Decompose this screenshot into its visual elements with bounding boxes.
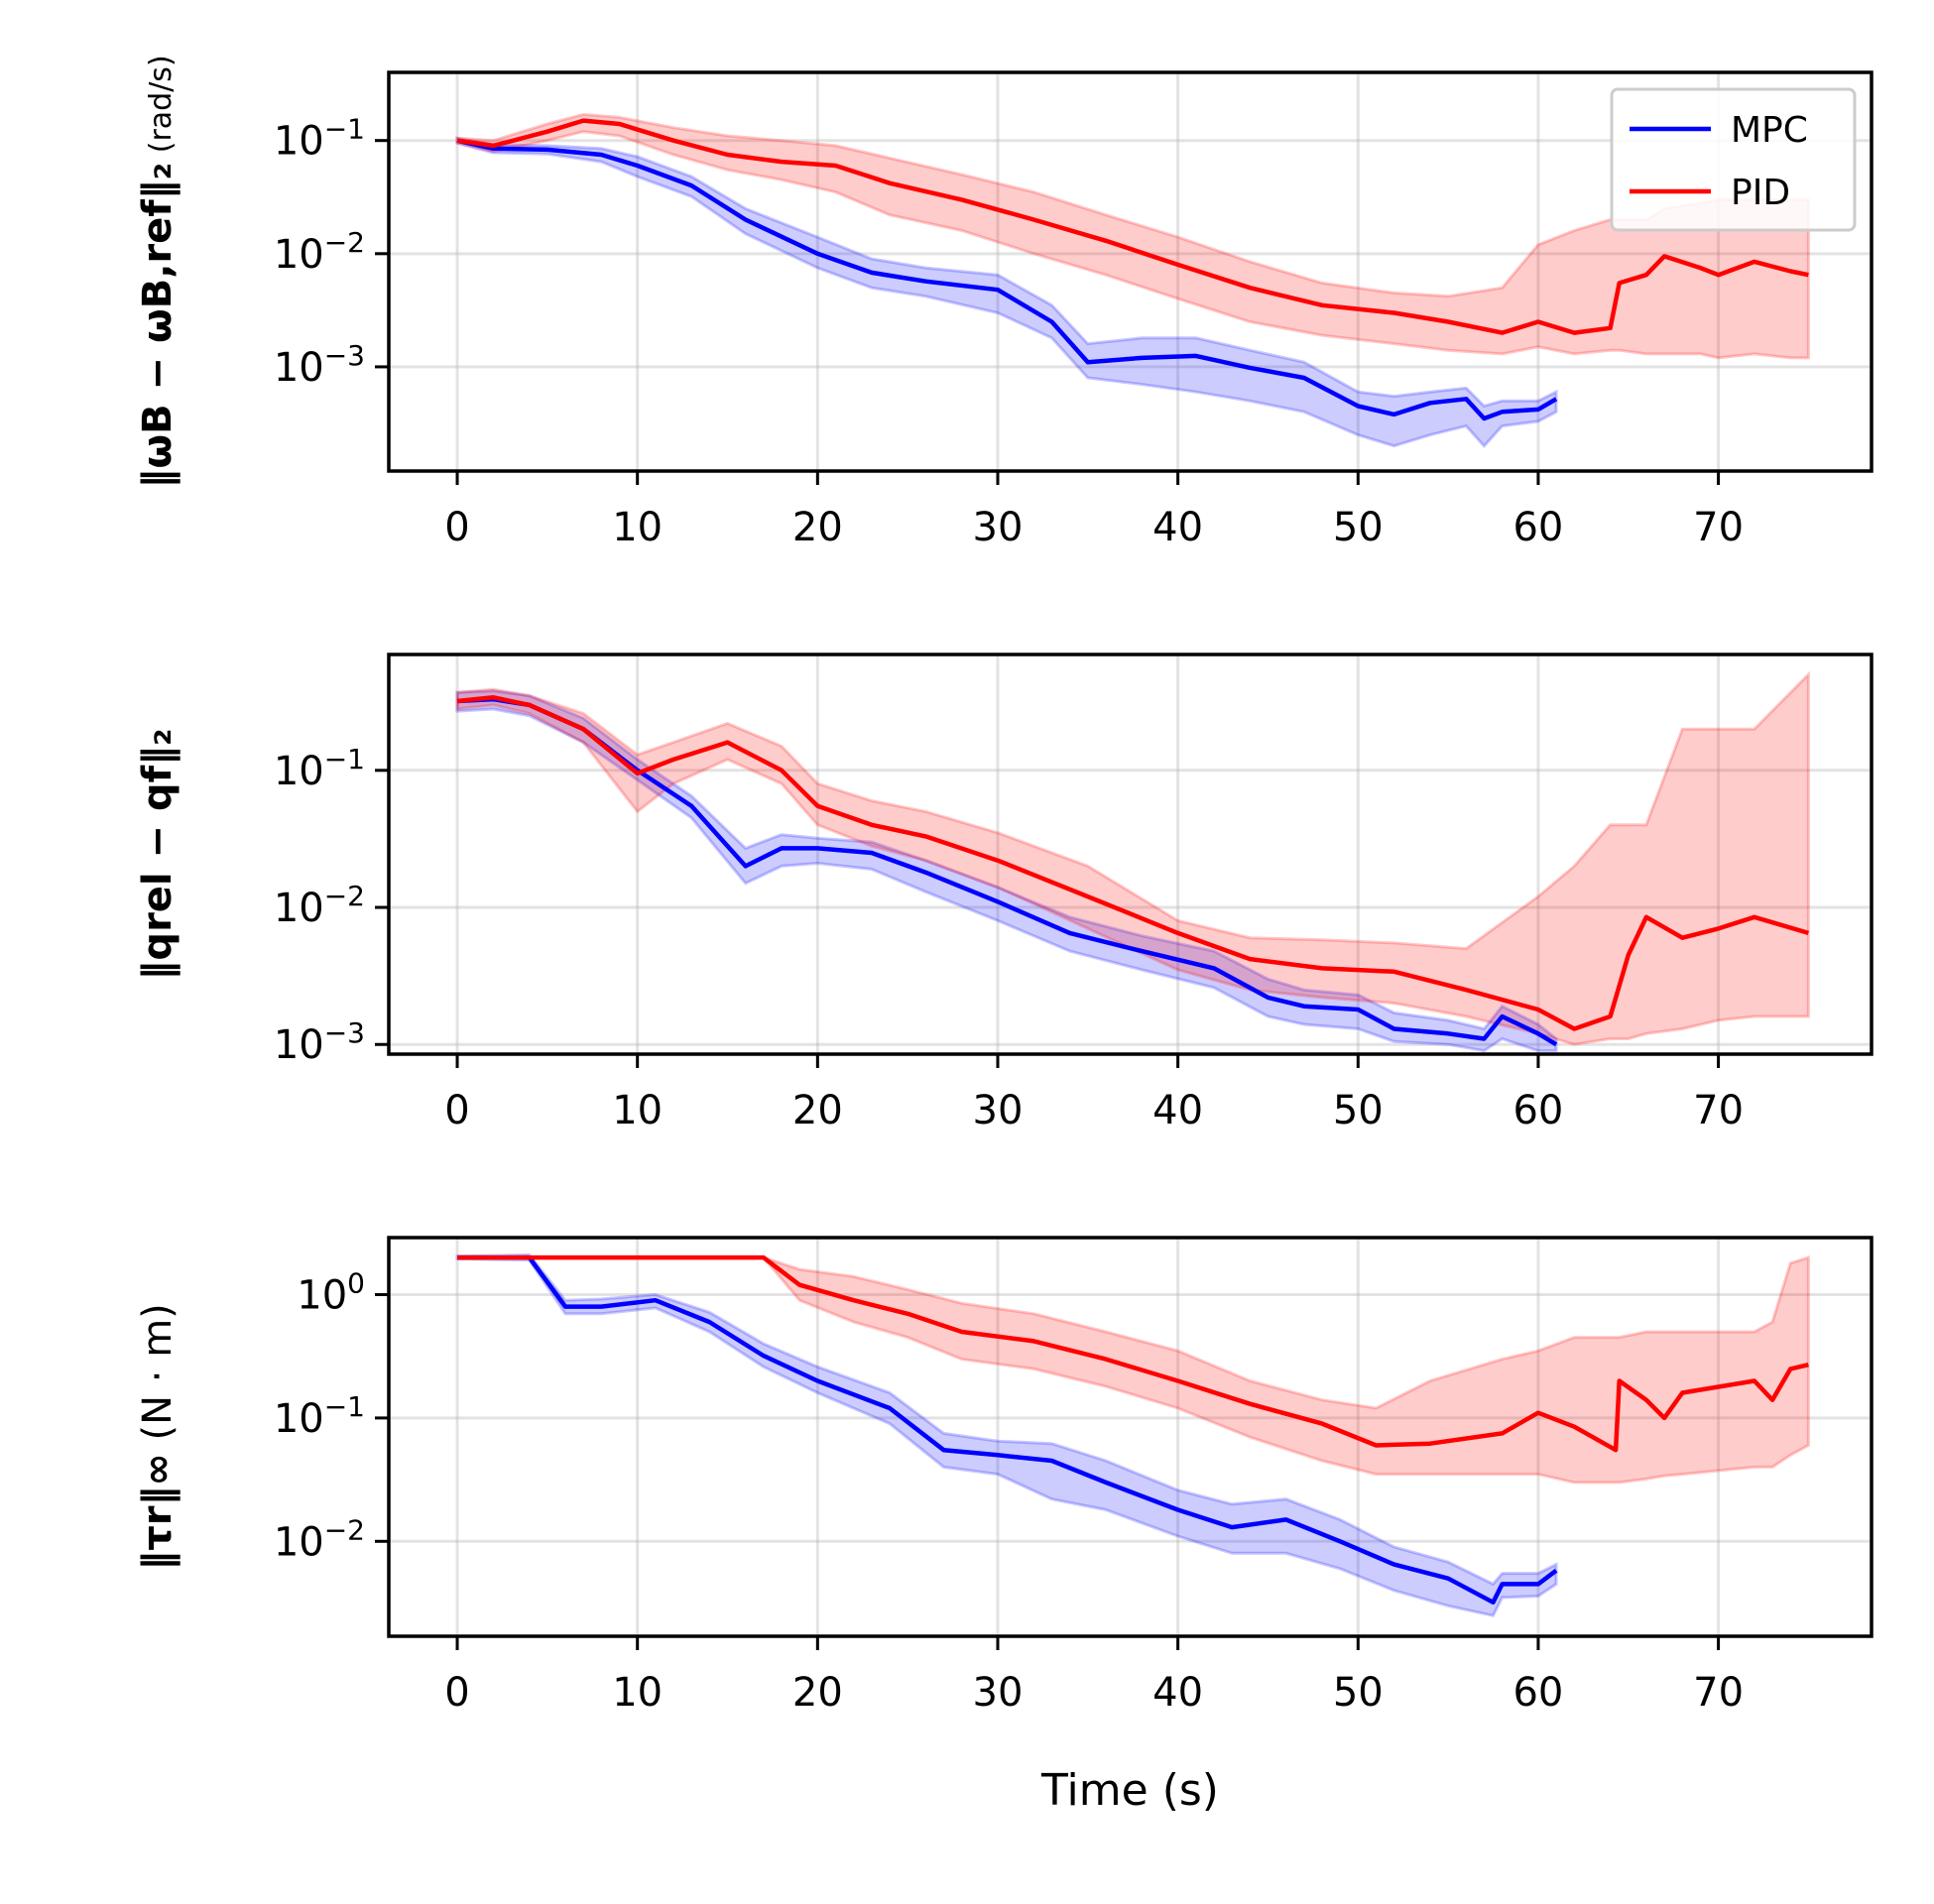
x-tick-label: 30 [973, 505, 1024, 550]
legend-label-mpc: MPC [1731, 110, 1808, 151]
y-tick-label: 100 [297, 1267, 365, 1319]
legend: MPC PID [1610, 87, 1857, 232]
y-tick-label: 10−1 [274, 743, 365, 794]
x-tick-label: 70 [1693, 1670, 1744, 1716]
x-tick-label: 20 [792, 1088, 843, 1133]
subplot-1: 0 10 20 30 40 50 60 70 10−1 10−2 10−3 ‖ωB − ωB,ref‖… [135, 55, 1874, 550]
y-axis-label: ‖ωB − ωB,ref‖₂ (rad/s) [135, 55, 181, 488]
x-tick-label: 30 [973, 1670, 1024, 1716]
x-tick-label: 30 [973, 1088, 1024, 1133]
y-tick-label: 10−2 [274, 226, 365, 278]
x-axis-label: Time (s) [1040, 1765, 1219, 1816]
plot-area [455, 112, 1810, 448]
band-pid [455, 670, 1810, 1046]
x-tick-label: 10 [612, 1088, 663, 1133]
x-tick-label: 50 [1333, 1670, 1384, 1716]
x-tick-label: 70 [1693, 505, 1744, 550]
y-tick-label: 10−3 [274, 339, 365, 391]
axes-frame [387, 70, 1874, 473]
y-tick-label: 10−1 [274, 1390, 365, 1442]
plot-area [455, 1252, 1810, 1617]
y-tick-label: 10−3 [274, 1016, 365, 1068]
subplot-3: 0 10 20 30 40 50 60 70 100 10−1 10−2 ‖τr‖∞ (N · m) T… [135, 1236, 1874, 1816]
x-tick-label: 60 [1512, 1670, 1563, 1716]
series-line-mpc [456, 138, 1558, 421]
x-tick-label: 10 [612, 505, 663, 550]
x-tick-label: 40 [1152, 1088, 1203, 1133]
series-line-pid [456, 118, 1809, 335]
plot-area [455, 670, 1810, 1053]
band-mpc [455, 1252, 1558, 1617]
x-tick-label: 20 [792, 505, 843, 550]
x-tick-label: 0 [444, 1088, 469, 1133]
band-pid [457, 1255, 1810, 1485]
legend-box [1610, 87, 1857, 232]
x-tick-label: 60 [1512, 1088, 1563, 1133]
axes-frame [387, 653, 1874, 1056]
legend-label-pid: PID [1731, 173, 1790, 213]
y-axis-label: ‖τr‖∞ (N · m) [135, 1303, 181, 1571]
series-line-pid [457, 1254, 1809, 1453]
axes-frame [387, 1236, 1874, 1638]
x-tick-label: 20 [792, 1670, 843, 1716]
x-tick-label: 40 [1152, 1670, 1203, 1716]
band-pid [455, 112, 1810, 360]
y-tick-label: 10−2 [274, 880, 365, 931]
x-tick-label: 50 [1333, 505, 1384, 550]
series-line-mpc [457, 1254, 1558, 1606]
y-axis-label: ‖qrel − qf‖₂ [135, 728, 181, 980]
band-mpc [455, 689, 1558, 1053]
x-tick-label: 50 [1333, 1088, 1384, 1133]
band-mpc [455, 136, 1558, 448]
series-line-pid [456, 695, 1810, 1031]
x-tick-label: 10 [612, 1670, 663, 1716]
x-tick-label: 40 [1152, 505, 1203, 550]
x-tick-label: 0 [444, 1670, 469, 1716]
x-tick-label: 0 [444, 505, 469, 550]
y-tick-label: 10−2 [274, 1513, 365, 1565]
subplot-2: 0 10 20 30 40 50 60 70 10−1 10−2 10−3 ‖qrel − qf‖₂ [135, 653, 1874, 1133]
y-tick-label: 10−1 [274, 113, 365, 165]
x-tick-label: 70 [1693, 1088, 1744, 1133]
x-tick-label: 60 [1512, 505, 1563, 550]
